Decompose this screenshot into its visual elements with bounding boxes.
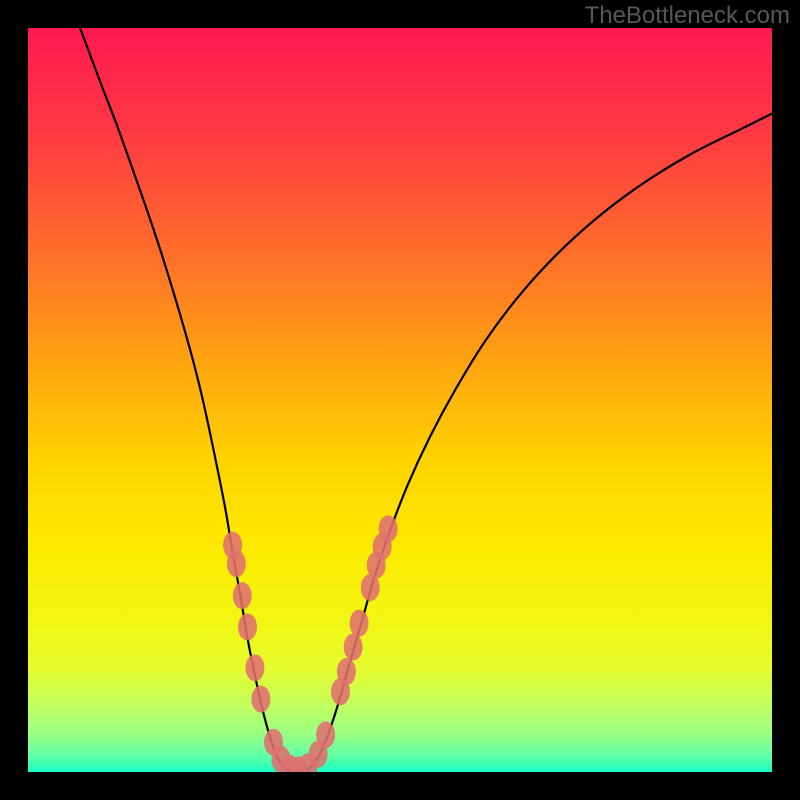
gradient-background (28, 28, 772, 772)
plot-area (28, 28, 772, 772)
watermark-text: TheBottleneck.com (585, 2, 790, 30)
marker-point (251, 686, 270, 713)
marker-point (233, 582, 252, 609)
marker-point (350, 610, 369, 637)
marker-point (238, 613, 257, 640)
marker-point (316, 721, 335, 748)
marker-point (337, 658, 356, 685)
chart-svg (28, 28, 772, 772)
marker-point (245, 654, 264, 681)
marker-point (379, 515, 398, 542)
marker-point (227, 550, 246, 577)
marker-point (344, 634, 363, 661)
chart-container: TheBottleneck.com (0, 0, 800, 800)
